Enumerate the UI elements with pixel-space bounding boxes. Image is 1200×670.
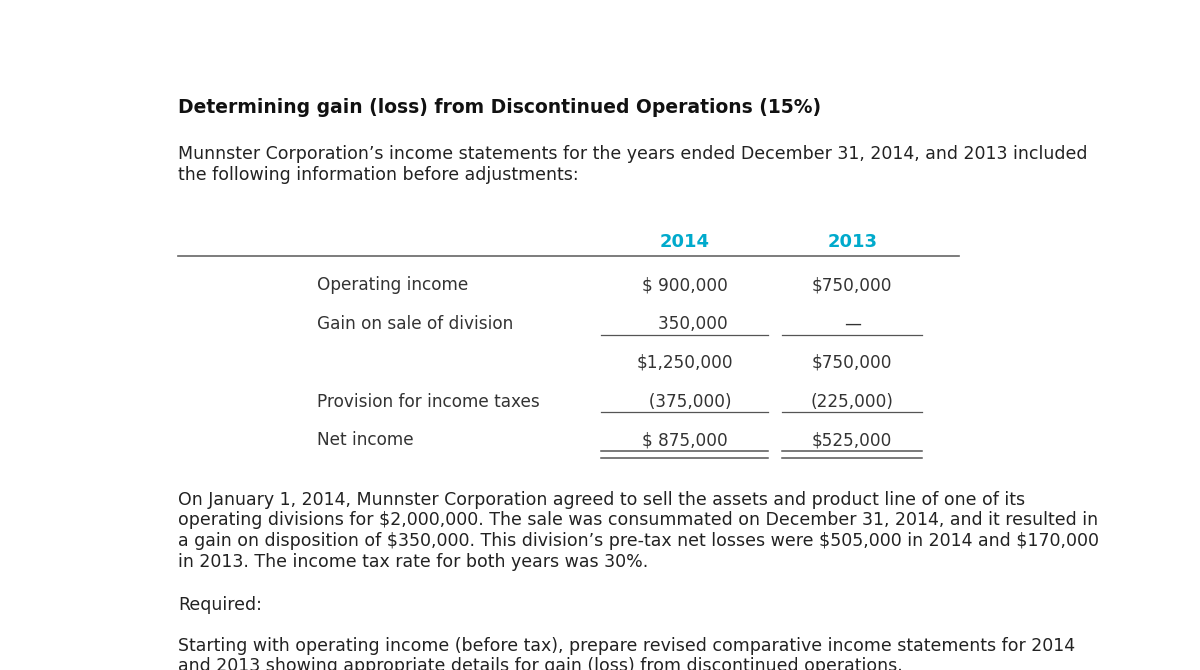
Text: $ 875,000: $ 875,000 (642, 431, 727, 449)
Text: (225,000): (225,000) (811, 393, 894, 411)
Text: 2013: 2013 (827, 232, 877, 251)
Text: Required:: Required: (178, 596, 262, 614)
Text: Starting with operating income (before tax), prepare revised comparative income : Starting with operating income (before t… (178, 636, 1075, 670)
Text: $750,000: $750,000 (812, 277, 893, 294)
Text: 2014: 2014 (660, 232, 709, 251)
Text: On January 1, 2014, Munnster Corporation agreed to sell the assets and product l: On January 1, 2014, Munnster Corporation… (178, 490, 1099, 571)
Text: Operating income: Operating income (317, 277, 469, 294)
Text: Gain on sale of division: Gain on sale of division (317, 315, 514, 333)
Text: Net income: Net income (317, 431, 414, 449)
Text: Determining gain (loss) from Discontinued Operations (15%): Determining gain (loss) from Discontinue… (178, 98, 821, 117)
Text: —: — (844, 315, 860, 333)
Text: $525,000: $525,000 (812, 431, 893, 449)
Text: $ 900,000: $ 900,000 (642, 277, 727, 294)
Text: Provision for income taxes: Provision for income taxes (317, 393, 540, 411)
Text: Munnster Corporation’s income statements for the years ended December 31, 2014, : Munnster Corporation’s income statements… (178, 145, 1087, 184)
Text: (375,000): (375,000) (638, 393, 732, 411)
Text: $1,250,000: $1,250,000 (636, 354, 733, 372)
Text: $750,000: $750,000 (812, 354, 893, 372)
Text: 350,000: 350,000 (642, 315, 727, 333)
